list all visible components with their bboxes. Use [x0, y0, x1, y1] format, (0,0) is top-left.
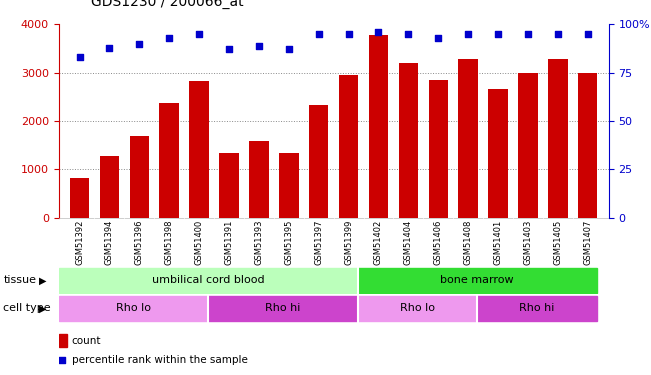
Point [403, 31, 413, 37]
Text: GSM51405: GSM51405 [553, 220, 562, 265]
Point [553, 31, 563, 37]
Bar [458, 58, 478, 217]
Text: GSM51393: GSM51393 [255, 220, 264, 266]
Text: bone marrow: bone marrow [440, 275, 514, 285]
Bar [578, 73, 598, 217]
Text: Rho hi: Rho hi [265, 303, 301, 313]
Bar [309, 105, 328, 218]
Point [57, 357, 68, 363]
FancyBboxPatch shape [477, 296, 597, 321]
Point [583, 31, 593, 37]
Point [164, 35, 174, 41]
Bar [279, 153, 299, 218]
Point [463, 31, 473, 37]
FancyBboxPatch shape [357, 268, 597, 293]
Text: Rho lo: Rho lo [116, 303, 151, 313]
Bar [398, 63, 418, 217]
Text: GSM51407: GSM51407 [583, 220, 592, 266]
FancyBboxPatch shape [357, 296, 477, 321]
Point [433, 35, 443, 41]
Text: ▶: ▶ [38, 303, 46, 313]
Text: count: count [72, 336, 101, 345]
Bar [428, 80, 448, 218]
Point [314, 31, 324, 37]
Text: GSM51402: GSM51402 [374, 220, 383, 265]
Bar [548, 59, 568, 217]
Bar [130, 136, 149, 218]
Bar [159, 103, 179, 218]
Bar [100, 156, 119, 218]
FancyBboxPatch shape [59, 296, 208, 321]
Bar [249, 141, 269, 218]
Text: ▶: ▶ [38, 275, 46, 285]
Bar [59, 334, 66, 347]
Text: GSM51398: GSM51398 [165, 220, 174, 266]
Text: GSM51396: GSM51396 [135, 220, 144, 266]
Text: cell type: cell type [3, 303, 51, 313]
Point [523, 31, 533, 37]
Text: GSM51391: GSM51391 [225, 220, 234, 266]
Text: GDS1230 / 200066_at: GDS1230 / 200066_at [91, 0, 243, 9]
Bar [70, 178, 89, 218]
Text: GSM51400: GSM51400 [195, 220, 204, 265]
Point [254, 43, 264, 49]
Bar [339, 75, 358, 217]
Text: tissue: tissue [3, 275, 36, 285]
Text: GSM51406: GSM51406 [434, 220, 443, 266]
Point [74, 54, 85, 60]
Text: GSM51403: GSM51403 [523, 220, 533, 266]
Text: GSM51401: GSM51401 [493, 220, 503, 265]
Text: GSM51395: GSM51395 [284, 220, 294, 266]
Bar [488, 89, 508, 218]
Point [343, 31, 353, 37]
Text: umbilical cord blood: umbilical cord blood [152, 275, 264, 285]
Text: Rho lo: Rho lo [400, 303, 435, 313]
FancyBboxPatch shape [59, 268, 357, 293]
Bar [518, 73, 538, 217]
Text: percentile rank within the sample: percentile rank within the sample [72, 355, 247, 365]
Point [373, 29, 383, 35]
Bar [219, 153, 239, 218]
FancyBboxPatch shape [208, 296, 357, 321]
Point [224, 46, 234, 53]
Text: GSM51394: GSM51394 [105, 220, 114, 266]
Text: Rho hi: Rho hi [519, 303, 555, 313]
Bar [189, 81, 209, 218]
Point [493, 31, 503, 37]
Text: GSM51399: GSM51399 [344, 220, 353, 266]
Point [194, 31, 204, 37]
Text: GSM51408: GSM51408 [464, 220, 473, 266]
Bar [368, 35, 388, 218]
Text: GSM51392: GSM51392 [75, 220, 84, 266]
Point [134, 41, 145, 47]
Point [104, 45, 115, 51]
Text: GSM51404: GSM51404 [404, 220, 413, 265]
Text: GSM51397: GSM51397 [314, 220, 323, 266]
Point [284, 46, 294, 53]
